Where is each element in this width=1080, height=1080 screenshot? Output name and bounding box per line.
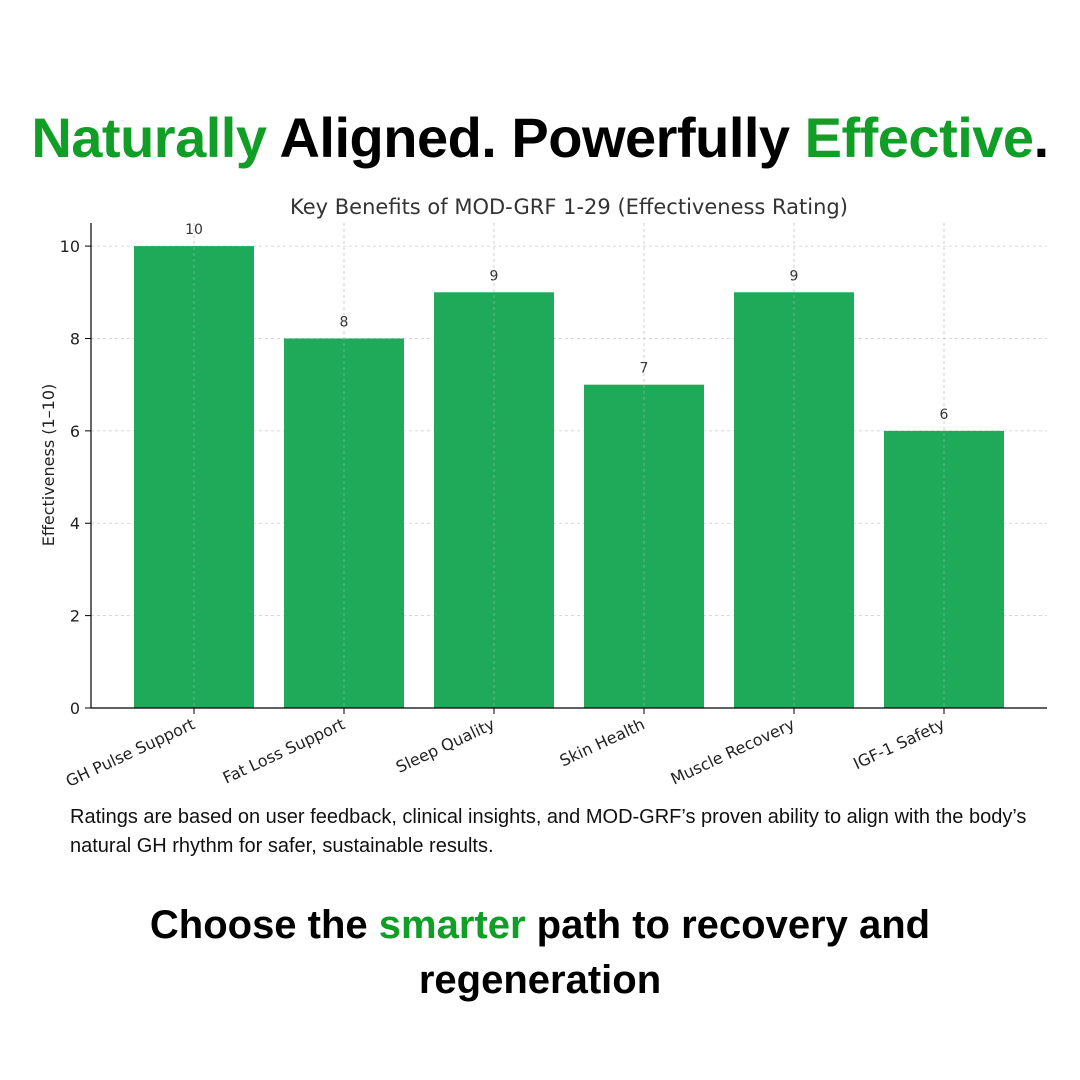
bar-3 [584,384,704,708]
y-tick-label: 8 [70,329,80,348]
x-tick-label-1: Fat Loss Support [220,714,348,787]
x-tick-label-0: GH Pulse Support [63,714,198,790]
data-label-2: 9 [490,268,499,284]
data-label-5: 6 [940,407,949,423]
y-tick-label: 4 [70,514,80,533]
y-axis-label: Effectiveness (1–10) [39,384,58,547]
chart-title: Key Benefits of MOD-GRF 1-29 (Effectiven… [290,195,848,219]
headline-accent-2: Effective [804,106,1034,169]
axes [85,223,1047,714]
x-tick-label-5: IGF-1 Safety [850,714,947,773]
y-tick-label: 10 [60,237,80,256]
x-tick-label-3: Skin Health [557,714,648,770]
x-tick-label-2: Sleep Quality [393,714,498,776]
cta-text-2: path to recovery and regeneration [418,903,931,1002]
cta-accent: smarter [378,903,526,947]
x-tick-label-4: Muscle Recovery [668,714,798,788]
data-label-4: 9 [790,268,799,284]
bars [134,246,1004,708]
call-to-action: Choose the smarter path to recovery and … [90,898,990,1008]
caption-text: Ratings are based on user feedback, clin… [70,806,1027,857]
data-label-1: 8 [340,314,349,330]
y-tick-label: 0 [70,699,80,718]
headline-text: Aligned. Powerfully [266,106,805,169]
y-tick-label: 2 [70,607,80,626]
headline-accent-1: Naturally [31,106,267,169]
effectiveness-bar-chart: Key Benefits of MOD-GRF 1-29 (Effectiven… [39,195,1047,791]
y-tick-label: 6 [70,422,80,441]
cta-text-1: Choose the [149,903,379,947]
headline: Naturally Aligned. Powerfully Effective. [0,105,1080,170]
bar-5 [884,430,1004,708]
headline-period: . [1033,106,1050,169]
